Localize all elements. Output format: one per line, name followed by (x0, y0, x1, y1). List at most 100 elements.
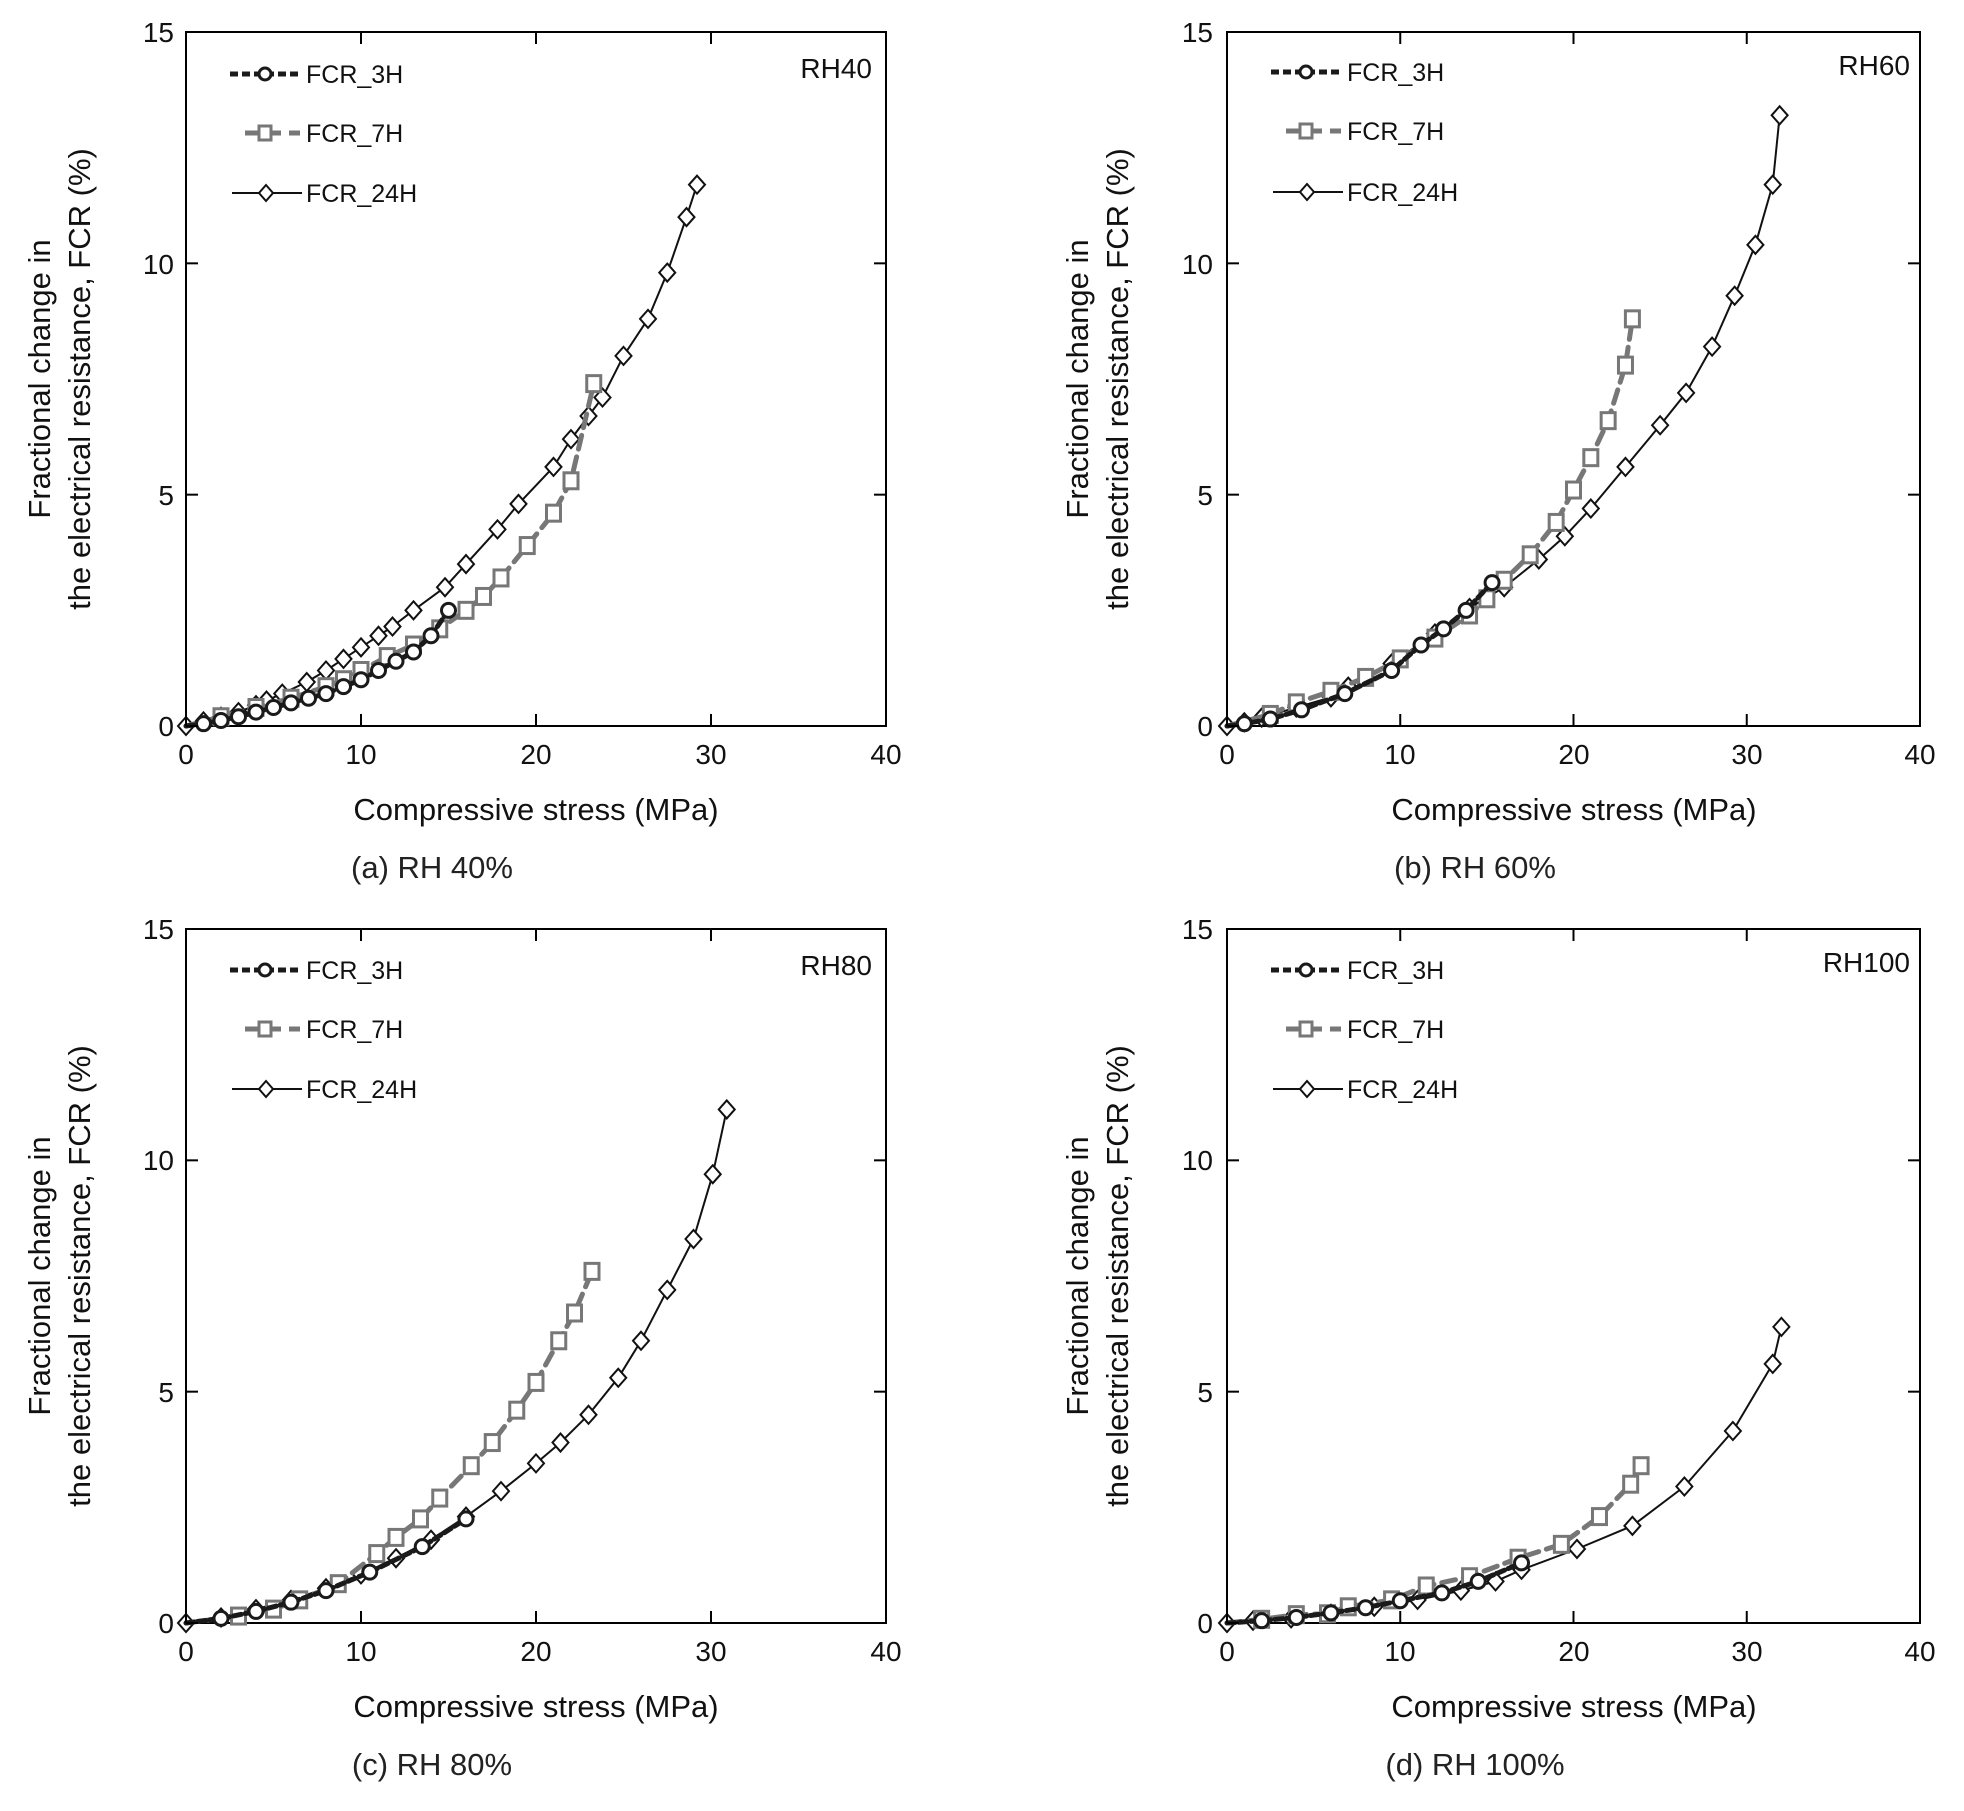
panel-a-series-3h-point (282, 694, 300, 712)
panel-b-series-3h-point (1457, 601, 1475, 619)
panel-a-series-3h-point (352, 671, 370, 689)
panel-c-series-7h-point (508, 1400, 526, 1420)
panel-a-series-3h-point (335, 678, 352, 696)
panel-c-y-tick-15: 15 (143, 914, 174, 945)
panel-a-series-7h-point (475, 586, 492, 606)
panel-a-rh-label: RH40 (800, 53, 872, 84)
panel-b-series-24h-point (1702, 336, 1722, 358)
panel-d-rh-label: RH100 (1823, 947, 1910, 978)
panel-d-legend: FCR_3H FCR_7H FCR_24H (1271, 957, 1458, 1104)
panel-a-series-24h-point (509, 493, 528, 515)
panel-d-y-tick-5: 5 (1197, 1377, 1213, 1408)
panel-d-series-24h-line (1226, 1325, 1783, 1624)
panel-a-plot-frame (185, 31, 887, 727)
panel-d-series-24h-point (1772, 1316, 1791, 1338)
panel-a-legend-marker-3h (257, 66, 273, 82)
panel-b-series-24h-point (1725, 285, 1744, 307)
panel-c-series-7h-point (387, 1527, 405, 1547)
panel-b-legend-marker-24h (1298, 182, 1316, 202)
panel-b-series-7h-line (1224, 316, 1635, 729)
panel-a-series-24h-point (657, 262, 677, 284)
panel-b-series-3h-point (1383, 661, 1401, 679)
panel-c-series-24h-point (684, 1228, 703, 1250)
panel-a-y-axis-title-line1: Fractional change in (22, 239, 57, 518)
panel-a-series-24h-line (185, 183, 698, 727)
panel-a-series-24h-point (404, 599, 423, 621)
panel-a-series-24h-point (383, 616, 402, 638)
panel-d-x-tick-10: 10 (1384, 1636, 1415, 1667)
panel-d-legend-marker-3h (1298, 962, 1314, 978)
panel-b-series-24h-point (1616, 456, 1635, 478)
panel-c-legend: FCR_3H FCR_7H FCR_24H (230, 957, 417, 1104)
panel-c-caption: (c) RH 80% (352, 1747, 512, 1782)
panel-c-y-tick-0: 0 (158, 1608, 174, 1639)
panel-d-series-24h-point (1623, 1515, 1642, 1537)
panel-a-series-24h-point (638, 308, 658, 330)
panel-a-x-tick-0: 0 (178, 739, 194, 770)
panel-b-series-3h-point (1261, 710, 1279, 728)
panel-c-legend-marker-7h (257, 1020, 273, 1038)
panel-b-x-tick-20: 20 (1558, 739, 1589, 770)
panel-b-series-3h-point (1292, 701, 1310, 719)
panel-d-series-3h-point (1322, 1604, 1340, 1622)
panel-a-series-3h-point (212, 711, 230, 729)
panel-b-legend-marker-3h (1298, 64, 1314, 80)
panel-d-series-3h-point (1513, 1554, 1531, 1572)
panel-d-series-3h-point (1433, 1584, 1451, 1602)
panel-a-series-24h-point (435, 576, 455, 598)
panel-b-series-24h-point (1763, 174, 1783, 196)
panel-b-legend-label-7h: FCR_7H (1347, 118, 1444, 146)
panel-d-caption: (d) RH 100% (1385, 1747, 1564, 1782)
panel-c-series-7h-point (583, 1261, 601, 1281)
panel-a-series-3h-point (405, 643, 422, 661)
panel-a-series-24h-point (544, 456, 563, 478)
panel-a-series-3h-point (370, 661, 387, 679)
panel-b-series-3h-point (1235, 715, 1253, 733)
panel-a-series-7h-point (545, 503, 562, 523)
panel-a-legend-marker-24h (257, 183, 275, 203)
panel-d: 0 5 10 15 0 10 20 30 40 Compressive stre… (1060, 914, 1936, 1782)
panel-a-x-tick-10: 10 (345, 739, 376, 770)
panel-b-rh-label: RH60 (1838, 50, 1910, 81)
panel-a-legend-label-3h: FCR_3H (306, 61, 403, 89)
panel-b-series-3h-point (1412, 636, 1430, 654)
panel-b-series-24h-point (1650, 414, 1670, 436)
panel-b-x-tick-40: 40 (1904, 739, 1935, 770)
panel-c-y-tick-10: 10 (143, 1145, 174, 1176)
panel-c-series-3h-point (212, 1609, 230, 1627)
panel-c-series-3h-point (361, 1563, 379, 1581)
panel-b-legend-label-3h: FCR_3H (1347, 59, 1444, 87)
panel-c-series-24h-point (526, 1452, 546, 1474)
panel-a-series-3h-point (422, 627, 440, 645)
panel-a-x-axis-title: Compressive stress (MPa) (353, 792, 718, 827)
panel-a-y-tick-15: 15 (143, 17, 174, 48)
panel-c-legend-label-3h: FCR_3H (306, 957, 403, 985)
panel-c-x-tick-20: 20 (520, 1636, 551, 1667)
panel-a-y-tick-5: 5 (158, 480, 174, 511)
panel-d-series-7h-point (1622, 1474, 1640, 1494)
panel-c: 0 5 10 15 0 10 20 30 40 Compressive stre… (22, 914, 902, 1782)
panel-b-caption: (b) RH 60% (1394, 850, 1556, 885)
panel-a-series-3h-point (317, 685, 335, 703)
panel-d-series-3h-point (1469, 1572, 1487, 1590)
panel-c-series-3h-point (457, 1510, 475, 1528)
panel-a-y-tick-10: 10 (143, 249, 174, 280)
panel-c-series-7h-point (527, 1372, 545, 1392)
panel-c-series-3h-point (282, 1593, 300, 1611)
panel-d-series-3h-point (1391, 1592, 1409, 1610)
panel-b-series-24h-point (1581, 498, 1601, 520)
panel-c-x-axis-title: Compressive stress (MPa) (353, 1689, 718, 1724)
panel-d-series-24h-point (1763, 1353, 1783, 1375)
panel-a-legend-label-7h: FCR_7H (306, 120, 403, 148)
panel-c-legend-label-7h: FCR_7H (306, 1016, 403, 1044)
panel-c-series-24h-point (717, 1098, 737, 1120)
panel-c-legend-label-24h: FCR_24H (306, 1076, 417, 1104)
panel-a: 0 5 10 15 0 10 20 30 40 Compressive stre… (22, 17, 902, 885)
panel-a-series-3h-point (265, 698, 282, 716)
panel-a-series-3h-point (387, 652, 405, 670)
panel-c-series-24h-point (579, 1404, 598, 1426)
panel-a-series-24h-point (369, 625, 388, 647)
panel-a-series-24h-point (677, 206, 696, 228)
panel-c-x-tick-40: 40 (870, 1636, 901, 1667)
panel-c-y-tick-5: 5 (158, 1377, 174, 1408)
